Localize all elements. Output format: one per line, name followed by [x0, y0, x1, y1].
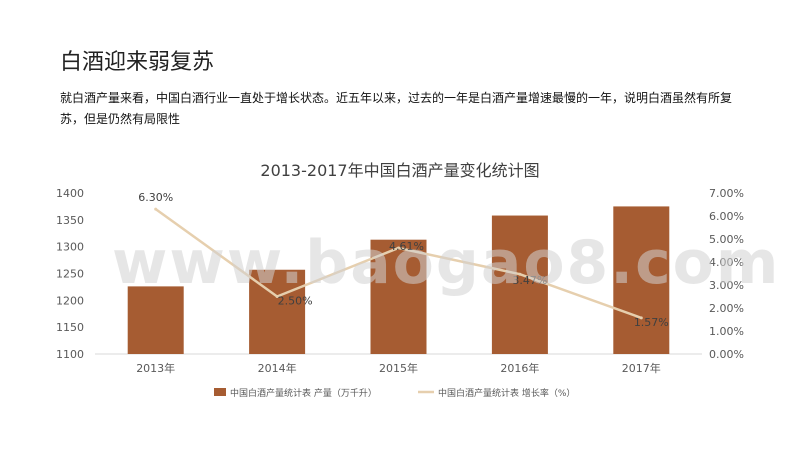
y-left-tick-label: 1100 [56, 348, 84, 361]
data-label-growth-rate: 2.50% [278, 295, 313, 308]
point-growth-rate [154, 207, 158, 211]
point-growth-rate [275, 295, 279, 298]
x-tick-label: 2015年 [379, 361, 418, 375]
legend-label-growth-rate: 中国白酒产量统计表 增长率（%） [438, 387, 575, 399]
data-label-growth-rate: 3.47% [512, 274, 547, 287]
y-right-tick-label: 2.00% [709, 302, 744, 315]
bar-production [370, 239, 427, 354]
x-tick-label: 2016年 [500, 361, 539, 375]
x-tick-label: 2017年 [622, 361, 661, 375]
point-growth-rate [639, 316, 643, 320]
slide-subtitle: 就白酒产量来看，中国白酒行业一直处于增长状态。近五年以来，过去的一年是白酒产量增… [60, 91, 733, 126]
slide-title: 白酒迎来弱复苏 [60, 50, 215, 75]
bar-production [491, 215, 548, 354]
bar-production [613, 206, 670, 354]
x-tick-label: 2014年 [258, 361, 297, 375]
y-right-tick-label: 3.00% [709, 279, 744, 292]
y-right-tick-label: 1.00% [709, 325, 744, 338]
y-left-tick-label: 1250 [56, 268, 84, 281]
y-left-tick-label: 1150 [56, 321, 84, 334]
y-left-tick-label: 1200 [56, 294, 84, 307]
legend-label-production: 中国白酒产量统计表 产量（万千升） [230, 387, 377, 399]
y-right-tick-label: 7.00% [709, 187, 744, 200]
y-right-tick-label: 6.00% [709, 210, 744, 223]
data-label-growth-rate: 1.57% [634, 316, 669, 329]
legend-swatch-production [214, 388, 226, 396]
data-label-growth-rate: 6.30% [138, 191, 173, 204]
y-left-tick-label: 1300 [56, 241, 84, 254]
chart-title: 2013-2017年中国白酒产量变化统计图 [260, 161, 539, 180]
y-left-tick-label: 1350 [56, 214, 84, 227]
y-right-tick-label: 4.00% [709, 256, 744, 269]
data-label-growth-rate: 4.61% [389, 240, 424, 253]
y-right-tick-label: 0.00% [709, 348, 744, 361]
x-tick-label: 2013年 [136, 361, 175, 375]
y-right-tick-label: 5.00% [709, 233, 744, 246]
y-left-tick-label: 1400 [56, 187, 84, 200]
point-growth-rate [397, 246, 400, 250]
point-growth-rate [518, 272, 522, 276]
bar-production [127, 286, 184, 354]
